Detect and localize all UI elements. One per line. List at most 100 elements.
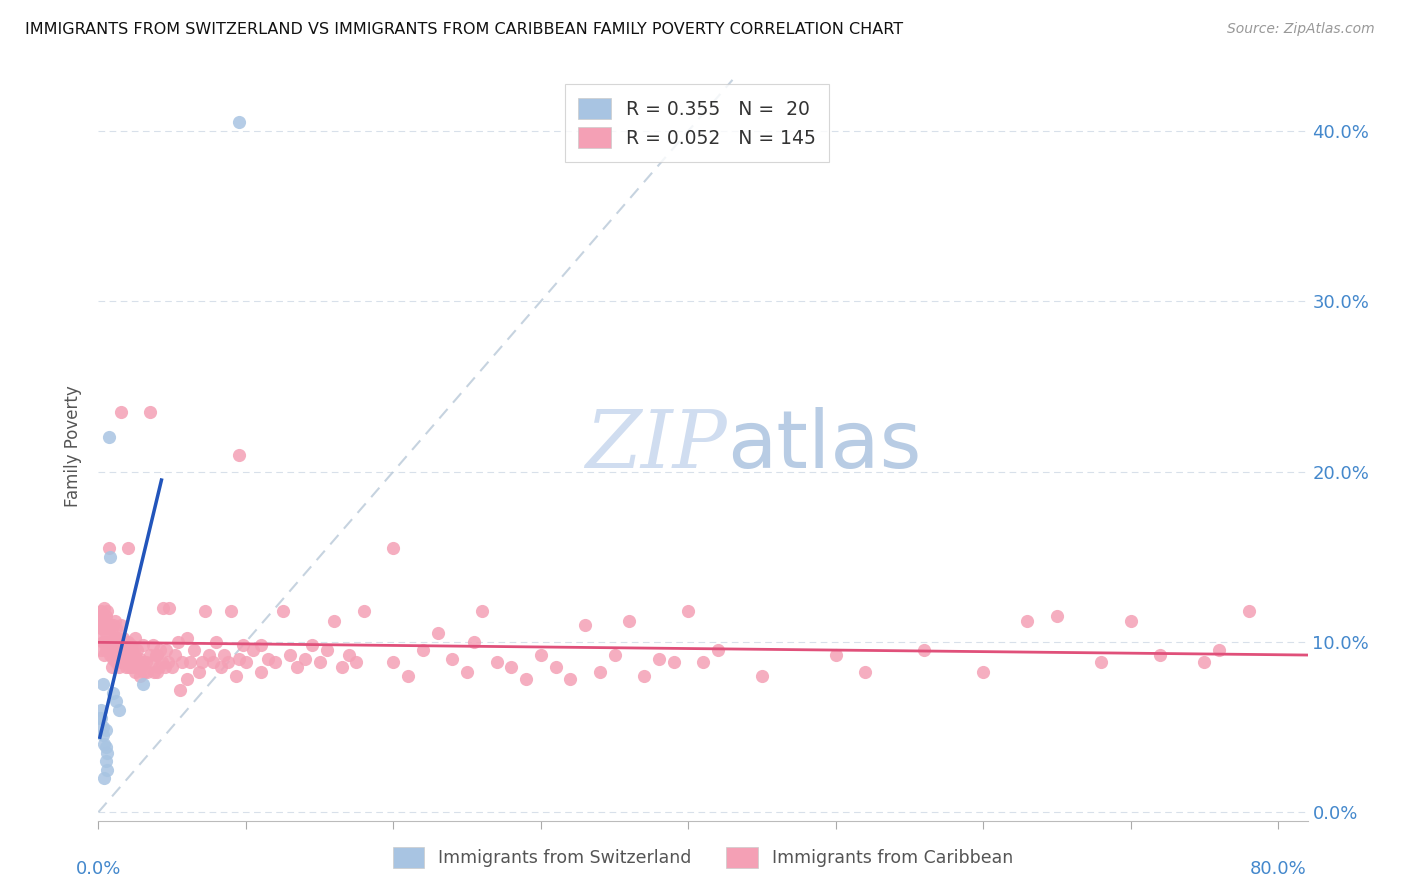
Point [96,763,118,777]
Point [114,638,136,652]
Y-axis label: Family Poverty: Family Poverty [65,385,83,507]
Point [678,604,700,618]
Point [124,648,146,663]
Point [382,655,405,669]
Point [633,669,655,683]
Point [619,615,641,629]
Point [129,660,152,674]
Point [135,655,157,669]
Point [89,711,111,725]
Point [278,648,301,663]
Text: 0.0%: 0.0% [76,860,121,878]
Point [139,405,162,419]
Point [235,655,257,669]
Point [90,703,112,717]
Point [89,609,111,624]
Point [751,669,773,683]
Point [139,648,162,663]
Point [105,638,128,652]
Point [353,604,375,618]
Point [101,686,124,700]
Text: atlas: atlas [727,407,921,485]
Point [146,665,169,680]
Point [89,617,111,632]
Point [118,643,141,657]
Point [97,430,120,444]
Point [1194,655,1216,669]
Point [603,648,626,663]
Point [242,643,264,657]
Point [120,655,142,669]
Point [120,638,142,652]
Point [115,643,138,657]
Point [165,648,187,663]
Point [530,648,553,663]
Point [648,652,671,666]
Point [330,660,353,674]
Point [94,723,117,738]
Point [97,621,120,635]
Point [471,604,494,618]
Point [143,665,166,680]
Point [323,615,346,629]
Point [131,655,153,669]
Point [160,660,183,674]
Point [560,673,582,687]
Point [824,648,846,663]
Point [544,660,567,674]
Point [228,652,250,666]
Point [157,600,180,615]
Point [110,635,132,649]
Point [148,660,170,674]
Point [228,448,250,462]
Point [101,652,124,666]
Point [202,655,225,669]
Point [90,643,112,657]
Point [912,643,935,657]
Point [98,617,121,632]
Point [194,604,217,618]
Point [456,665,478,680]
Point [662,655,685,669]
Point [100,643,122,657]
Point [111,638,134,652]
Point [105,694,128,708]
Point [121,643,143,657]
Point [118,660,141,674]
Point [169,682,191,697]
Point [225,669,247,683]
Point [91,677,114,691]
Point [94,643,117,657]
Point [93,615,115,629]
Point [167,635,190,649]
Point [125,660,148,674]
Point [142,638,165,652]
Point [426,626,449,640]
Point [271,604,294,618]
Point [101,617,124,632]
Point [396,669,419,683]
Point [91,621,114,635]
Point [117,541,139,556]
Point [96,638,118,652]
Point [153,660,176,674]
Point [382,541,405,556]
Point [150,655,173,669]
Point [249,665,271,680]
Point [463,635,485,649]
Point [155,643,177,657]
Point [127,655,149,669]
Point [94,754,117,768]
Point [589,665,612,680]
Point [124,632,146,646]
Point [96,621,118,635]
Point [122,655,145,669]
Point [104,648,127,663]
Point [108,703,131,717]
Point [98,648,121,663]
Point [308,655,330,669]
Point [209,660,232,674]
Point [232,638,254,652]
Point [91,729,114,743]
Point [179,655,201,669]
